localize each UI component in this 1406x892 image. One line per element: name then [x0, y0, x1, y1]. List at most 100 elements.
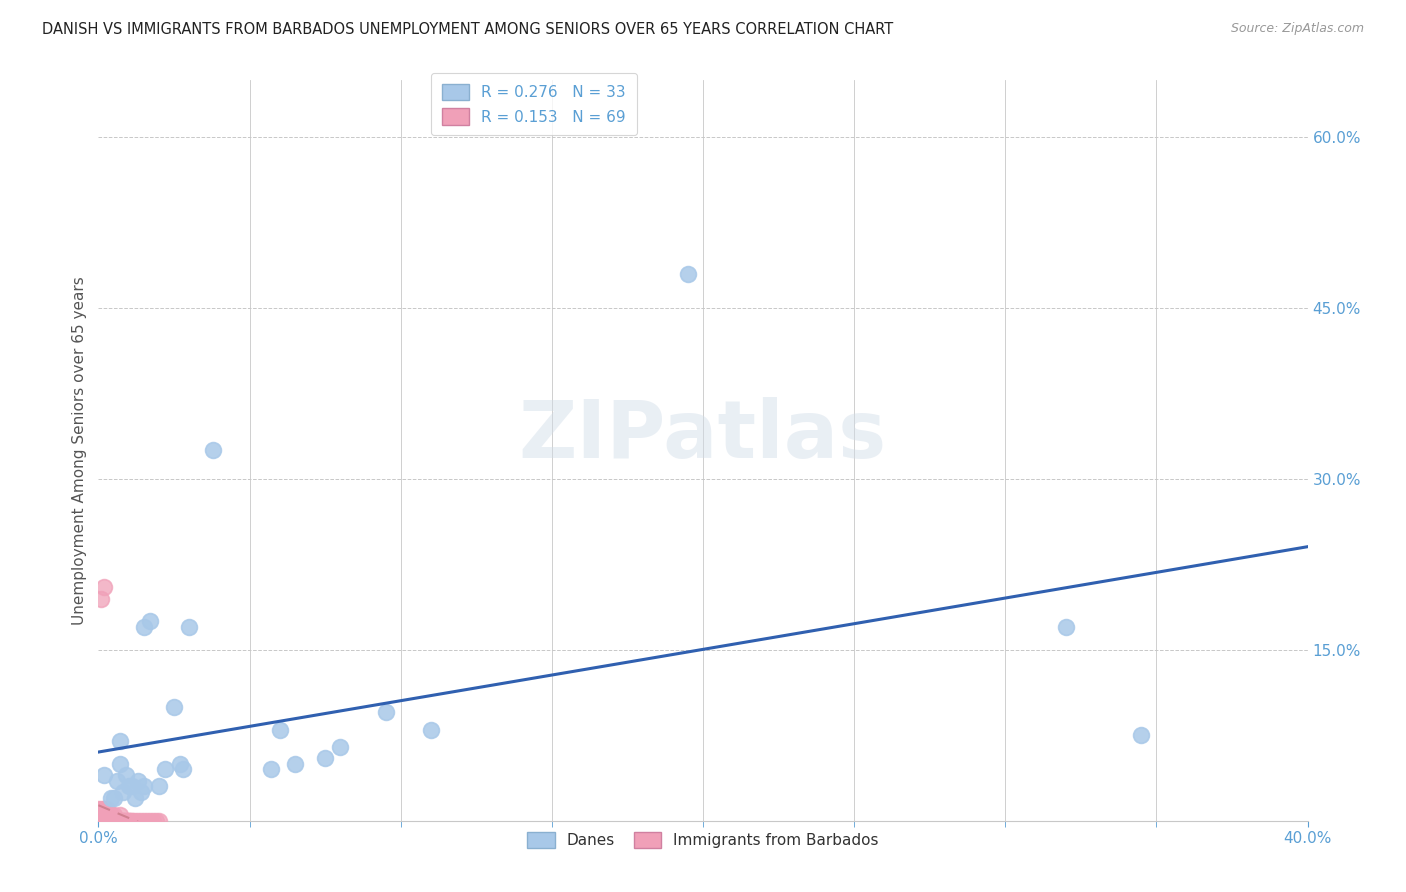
Point [105, 814, 128, 828]
Point [314, 751, 336, 765]
Point [103, 808, 125, 822]
Point [93, 808, 115, 822]
Point [124, 790, 146, 805]
Point [260, 763, 283, 777]
Point [93, 808, 115, 822]
Point [118, 814, 141, 828]
Point [90, 808, 112, 822]
Point [111, 814, 134, 828]
Point [90, 808, 112, 822]
Point [135, 814, 157, 828]
Point [269, 723, 291, 737]
Point [96, 802, 118, 816]
Point [103, 790, 125, 805]
Point [118, 814, 141, 828]
Point [90, 802, 112, 816]
Point [105, 773, 128, 788]
Point [96, 808, 118, 822]
Point [93, 814, 115, 828]
Point [87, 814, 110, 828]
Point [114, 768, 136, 782]
Point [93, 580, 115, 594]
Point [169, 756, 191, 771]
Point [90, 591, 112, 606]
Point [103, 814, 125, 828]
Point [111, 814, 134, 828]
Point [127, 814, 149, 828]
Point [103, 814, 125, 828]
Point [103, 814, 125, 828]
Point [96, 814, 118, 828]
Point [179, 620, 201, 634]
Point [202, 443, 225, 458]
Point [105, 814, 128, 828]
Point [90, 808, 112, 822]
Point [284, 756, 307, 771]
Point [121, 814, 143, 828]
Point [114, 814, 136, 828]
Point [132, 780, 155, 794]
Point [100, 814, 122, 828]
Point [114, 814, 136, 828]
Point [111, 814, 134, 828]
Point [100, 790, 122, 805]
Point [148, 780, 170, 794]
Point [145, 814, 167, 828]
Point [96, 814, 118, 828]
Text: DANISH VS IMMIGRANTS FROM BARBADOS UNEMPLOYMENT AMONG SENIORS OVER 65 YEARS CORR: DANISH VS IMMIGRANTS FROM BARBADOS UNEMP… [42, 22, 893, 37]
Point [108, 756, 131, 771]
Point [93, 768, 115, 782]
Point [132, 814, 155, 828]
Point [105, 814, 128, 828]
Point [93, 814, 115, 828]
Point [121, 780, 143, 794]
Point [93, 802, 115, 816]
Point [90, 814, 112, 828]
Point [153, 763, 176, 777]
Point [87, 802, 110, 816]
Point [105, 814, 128, 828]
Point [103, 814, 125, 828]
Point [118, 814, 141, 828]
Point [420, 723, 443, 737]
Point [108, 808, 131, 822]
Point [139, 615, 162, 629]
Point [100, 814, 122, 828]
Point [172, 763, 194, 777]
Y-axis label: Unemployment Among Seniors over 65 years: Unemployment Among Seniors over 65 years [72, 277, 87, 624]
Point [374, 706, 396, 720]
Point [111, 785, 134, 799]
Point [100, 814, 122, 828]
Point [96, 814, 118, 828]
Point [676, 267, 699, 281]
Point [90, 814, 112, 828]
Point [87, 814, 110, 828]
Point [93, 814, 115, 828]
Point [132, 620, 155, 634]
Text: Source: ZipAtlas.com: Source: ZipAtlas.com [1230, 22, 1364, 36]
Point [87, 814, 110, 828]
Point [90, 814, 112, 828]
Point [129, 785, 152, 799]
Point [121, 814, 143, 828]
Point [108, 814, 131, 828]
Point [100, 808, 122, 822]
Point [129, 814, 152, 828]
Legend: Danes, Immigrants from Barbados: Danes, Immigrants from Barbados [517, 822, 889, 857]
Point [163, 699, 186, 714]
Point [96, 814, 118, 828]
Point [87, 808, 110, 822]
Point [96, 808, 118, 822]
Point [93, 802, 115, 816]
Point [90, 814, 112, 828]
Point [142, 814, 165, 828]
Point [93, 814, 115, 828]
Point [108, 734, 131, 748]
Point [100, 808, 122, 822]
Point [124, 814, 146, 828]
Point [108, 814, 131, 828]
Point [127, 773, 149, 788]
Point [1054, 620, 1077, 634]
Point [118, 780, 141, 794]
Point [1130, 728, 1153, 742]
